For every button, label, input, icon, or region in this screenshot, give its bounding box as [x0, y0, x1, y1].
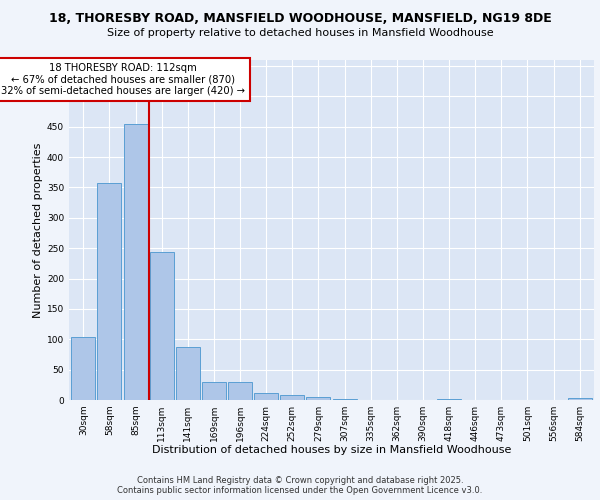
- Bar: [150, 252, 174, 400]
- Bar: [176, 346, 200, 400]
- Text: Contains HM Land Registry data © Crown copyright and database right 2025.
Contai: Contains HM Land Registry data © Crown c…: [118, 476, 482, 495]
- Bar: [332, 399, 356, 400]
- Bar: [228, 382, 252, 400]
- Bar: [568, 398, 592, 400]
- Y-axis label: Number of detached properties: Number of detached properties: [33, 142, 43, 318]
- Bar: [280, 395, 304, 400]
- Bar: [254, 392, 278, 400]
- Bar: [124, 124, 148, 400]
- X-axis label: Distribution of detached houses by size in Mansfield Woodhouse: Distribution of detached houses by size …: [152, 446, 511, 456]
- Text: 18 THORESBY ROAD: 112sqm
← 67% of detached houses are smaller (870)
32% of semi-: 18 THORESBY ROAD: 112sqm ← 67% of detach…: [1, 63, 245, 96]
- Text: Size of property relative to detached houses in Mansfield Woodhouse: Size of property relative to detached ho…: [107, 28, 493, 38]
- Bar: [202, 382, 226, 400]
- Text: 18, THORESBY ROAD, MANSFIELD WOODHOUSE, MANSFIELD, NG19 8DE: 18, THORESBY ROAD, MANSFIELD WOODHOUSE, …: [49, 12, 551, 26]
- Bar: [307, 397, 331, 400]
- Bar: [71, 338, 95, 400]
- Bar: [97, 183, 121, 400]
